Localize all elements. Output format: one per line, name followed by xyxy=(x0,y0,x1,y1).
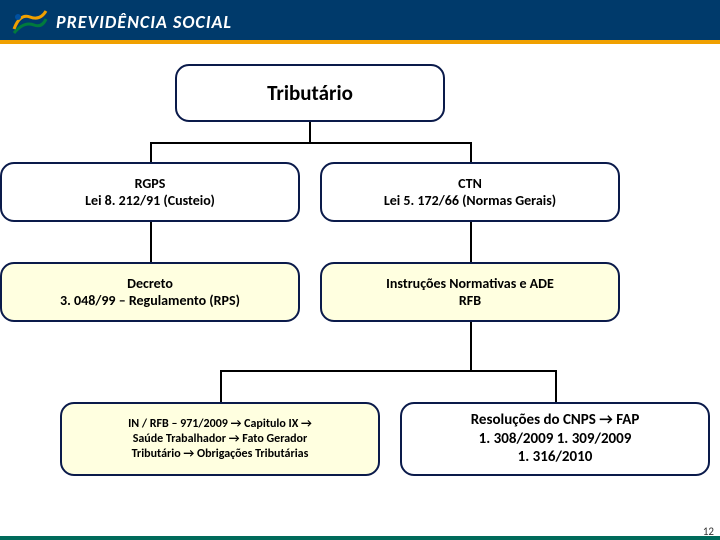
header-title: PREVIDÊNCIA SOCIAL xyxy=(56,11,232,33)
connector xyxy=(555,370,557,402)
node-ctn-line: CTN xyxy=(458,175,482,193)
node-ctn-line: Lei 5. 172/66 (Normas Gerais) xyxy=(384,192,556,210)
node-resol-line: 1. 316/2010 xyxy=(518,448,593,467)
connector xyxy=(150,142,152,162)
node-inrfb-line: IN / RFB – 971/2009 → Capitulo IX → xyxy=(128,417,312,432)
connector xyxy=(150,142,470,144)
node-decreto-line: 3. 048/99 – Regulamento (RPS) xyxy=(60,292,240,310)
node-instr: Instruções Normativas e ADERFB xyxy=(320,262,620,322)
node-root: Tributário xyxy=(175,64,445,122)
footer-bar xyxy=(0,536,720,540)
node-rgps-line: Lei 8. 212/91 (Custeio) xyxy=(85,192,215,210)
node-resol: Resoluções do CNPS → FAP1. 308/2009 1. 3… xyxy=(400,402,710,476)
node-ctn: CTNLei 5. 172/66 (Normas Gerais) xyxy=(320,162,620,222)
node-rgps: RGPSLei 8. 212/91 (Custeio) xyxy=(0,162,300,222)
prev-social-icon xyxy=(10,7,50,37)
node-instr-line: RFB xyxy=(459,292,481,310)
node-resol-line: 1. 308/2009 1. 309/2009 xyxy=(479,430,632,449)
page-number: 12 xyxy=(703,525,714,538)
org-diagram: Tributário RGPSLei 8. 212/91 (Custeio) CTN… xyxy=(0,44,720,536)
connector xyxy=(309,122,311,142)
node-instr-line: Instruções Normativas e ADE xyxy=(386,275,554,293)
node-inrfb-line: Saúde Trabalhador → Fato Gerador xyxy=(133,432,308,447)
connector xyxy=(470,322,472,370)
connector xyxy=(470,222,472,262)
node-rgps-line: RGPS xyxy=(135,175,166,193)
connector xyxy=(150,222,152,262)
node-decreto: Decreto3. 048/99 – Regulamento (RPS) xyxy=(0,262,300,322)
connector xyxy=(220,370,222,402)
node-inrfb-line: Tributário → Obrigações Tributárias xyxy=(132,447,309,462)
header-bar: PREVIDÊNCIA SOCIAL xyxy=(0,0,720,44)
connector xyxy=(220,370,555,372)
node-decreto-line: Decreto xyxy=(127,275,173,293)
connector xyxy=(470,142,472,162)
brand-logo: PREVIDÊNCIA SOCIAL xyxy=(10,7,232,37)
node-root-line: Tributário xyxy=(267,80,353,106)
node-inrfb: IN / RFB – 971/2009 → Capitulo IX →Saúde… xyxy=(60,402,380,476)
node-resol-line: Resoluções do CNPS → FAP xyxy=(471,411,640,430)
